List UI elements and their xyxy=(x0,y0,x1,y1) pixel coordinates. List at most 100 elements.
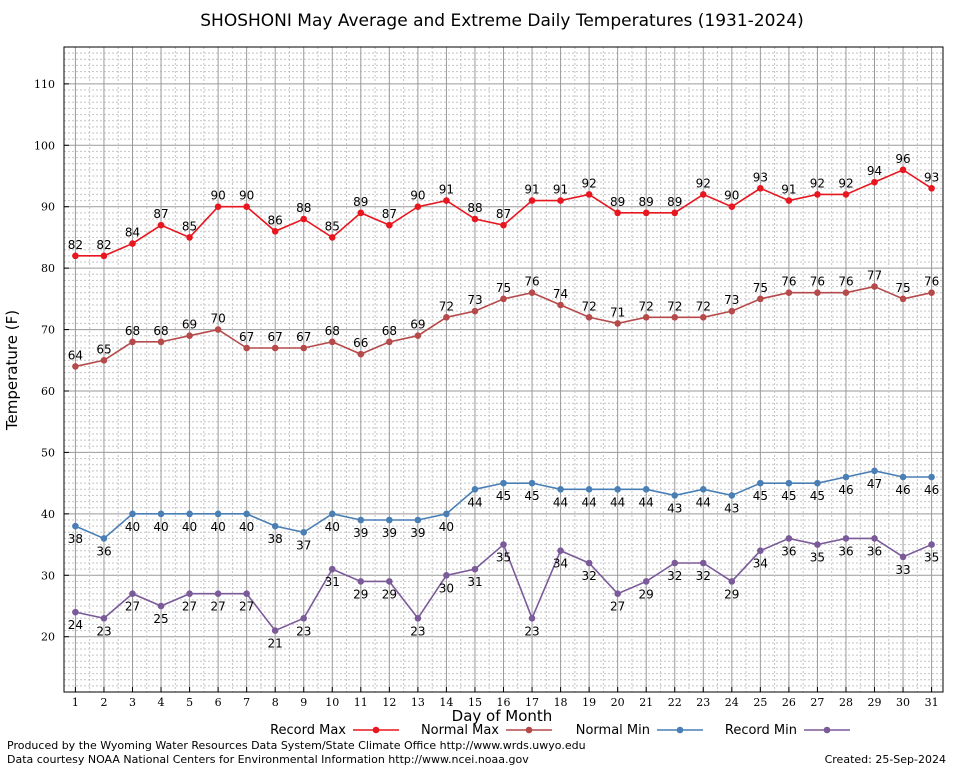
x-tick-label: 2 xyxy=(100,696,107,709)
record-min-point xyxy=(300,614,308,622)
normal-max-point xyxy=(500,295,507,303)
record-max-point xyxy=(585,191,593,198)
record-min-point xyxy=(471,565,479,573)
x-tick-label: 22 xyxy=(668,696,682,709)
normal-min-data-label: 44 xyxy=(581,495,596,509)
normal-max-point xyxy=(214,326,222,333)
normal-min-point xyxy=(528,479,536,487)
normal-max-data-label: 75 xyxy=(496,281,511,295)
normal-max-point xyxy=(271,344,279,352)
normal-max-data-label: 68 xyxy=(325,324,340,338)
record-min-point xyxy=(328,565,336,573)
record-min-data-label: 31 xyxy=(467,575,482,589)
record-min-data-label: 30 xyxy=(439,581,454,595)
normal-max-point xyxy=(928,289,935,297)
normal-max-data-label: 76 xyxy=(810,275,825,289)
record-min-point xyxy=(214,590,222,598)
x-tick-label: 29 xyxy=(868,696,882,709)
legend-label-record-max: Record Max xyxy=(270,723,346,738)
record-max-point xyxy=(757,184,764,192)
record-min-point xyxy=(243,590,250,598)
normal-max-point xyxy=(585,313,593,321)
record-max-data-label: 92 xyxy=(810,176,825,190)
normal-max-data-label: 66 xyxy=(353,336,368,350)
x-tick-label: 7 xyxy=(243,696,250,709)
normal-min-data-label: 36 xyxy=(96,544,111,558)
normal-max-data-label: 75 xyxy=(895,281,910,295)
record-min-point xyxy=(728,578,736,585)
normal-min-point xyxy=(386,516,393,524)
record-max-data-label: 91 xyxy=(553,183,568,197)
normal-max-data-label: 68 xyxy=(153,324,168,338)
record-max-data-label: 93 xyxy=(924,170,939,184)
normal-min-point xyxy=(100,535,108,542)
normal-max-data-label: 67 xyxy=(268,330,283,344)
record-min-data-label: 23 xyxy=(296,624,311,638)
normal-max-point xyxy=(842,289,850,297)
record-min-data-label: 23 xyxy=(524,624,539,638)
normal-min-data-label: 38 xyxy=(68,532,83,546)
normal-max-point xyxy=(186,332,193,340)
record-min-point xyxy=(386,578,393,585)
record-max-point xyxy=(699,191,707,198)
record-min-point xyxy=(528,614,536,622)
x-tick-label: 27 xyxy=(810,696,824,709)
record-min-data-label: 31 xyxy=(325,575,340,589)
record-max-data-label: 92 xyxy=(838,176,853,190)
x-tick-label: 5 xyxy=(186,696,193,709)
record-max-data-label: 94 xyxy=(867,164,882,178)
y-tick-label: 60 xyxy=(41,385,55,398)
y-tick-label: 90 xyxy=(41,201,55,214)
record-max-data-label: 89 xyxy=(353,195,368,209)
x-tick-label: 15 xyxy=(468,696,482,709)
x-tick-label: 18 xyxy=(554,696,568,709)
record-min-data-label: 23 xyxy=(410,624,425,638)
record-min-point xyxy=(414,614,422,622)
record-min-point xyxy=(585,559,593,567)
record-max-point xyxy=(243,203,250,211)
normal-min-point xyxy=(300,528,308,536)
record-min-point xyxy=(671,559,679,567)
record-min-data-label: 33 xyxy=(895,563,910,577)
record-max-point xyxy=(414,203,422,211)
x-tick-label: 25 xyxy=(753,696,767,709)
record-min-point xyxy=(871,535,878,542)
normal-min-point xyxy=(557,485,564,493)
normal-max-point xyxy=(100,356,108,364)
normal-min-point xyxy=(129,510,136,518)
record-min-data-label: 27 xyxy=(125,600,140,614)
record-min-data-label: 35 xyxy=(496,551,511,565)
record-max-data-label: 92 xyxy=(696,176,711,190)
record-min-point xyxy=(271,627,279,634)
record-max-data-label: 91 xyxy=(781,183,796,197)
normal-min-point xyxy=(728,492,736,499)
normal-min-data-label: 39 xyxy=(353,526,368,540)
record-max-data-label: 85 xyxy=(182,219,197,233)
y-tick-label: 40 xyxy=(41,508,55,521)
normal-max-data-label: 77 xyxy=(867,269,882,283)
record-max-data-label: 91 xyxy=(439,183,454,197)
record-max-data-label: 87 xyxy=(153,207,168,221)
normal-max-data-label: 73 xyxy=(467,293,482,307)
normal-max-data-label: 68 xyxy=(382,324,397,338)
x-tick-label: 19 xyxy=(582,696,596,709)
x-tick-label: 13 xyxy=(411,696,425,709)
y-tick-label: 110 xyxy=(34,78,55,91)
record-min-point xyxy=(186,590,193,598)
x-tick-label: 12 xyxy=(382,696,396,709)
normal-max-data-label: 68 xyxy=(125,324,140,338)
record-max-point xyxy=(357,209,365,217)
normal-min-point xyxy=(814,479,821,487)
normal-max-data-label: 73 xyxy=(724,293,739,307)
normal-max-point xyxy=(300,344,308,352)
y-tick-label: 80 xyxy=(41,262,55,275)
record-max-point xyxy=(386,221,393,229)
normal-max-data-label: 72 xyxy=(667,299,682,313)
y-axis-title: Temperature (F) xyxy=(3,310,21,431)
record-min-point xyxy=(614,590,621,598)
normal-min-point xyxy=(72,522,79,530)
normal-max-point xyxy=(129,338,136,346)
normal-max-data-label: 65 xyxy=(96,342,111,356)
x-tick-label: 11 xyxy=(354,696,368,709)
y-tick-label: 30 xyxy=(41,569,55,582)
